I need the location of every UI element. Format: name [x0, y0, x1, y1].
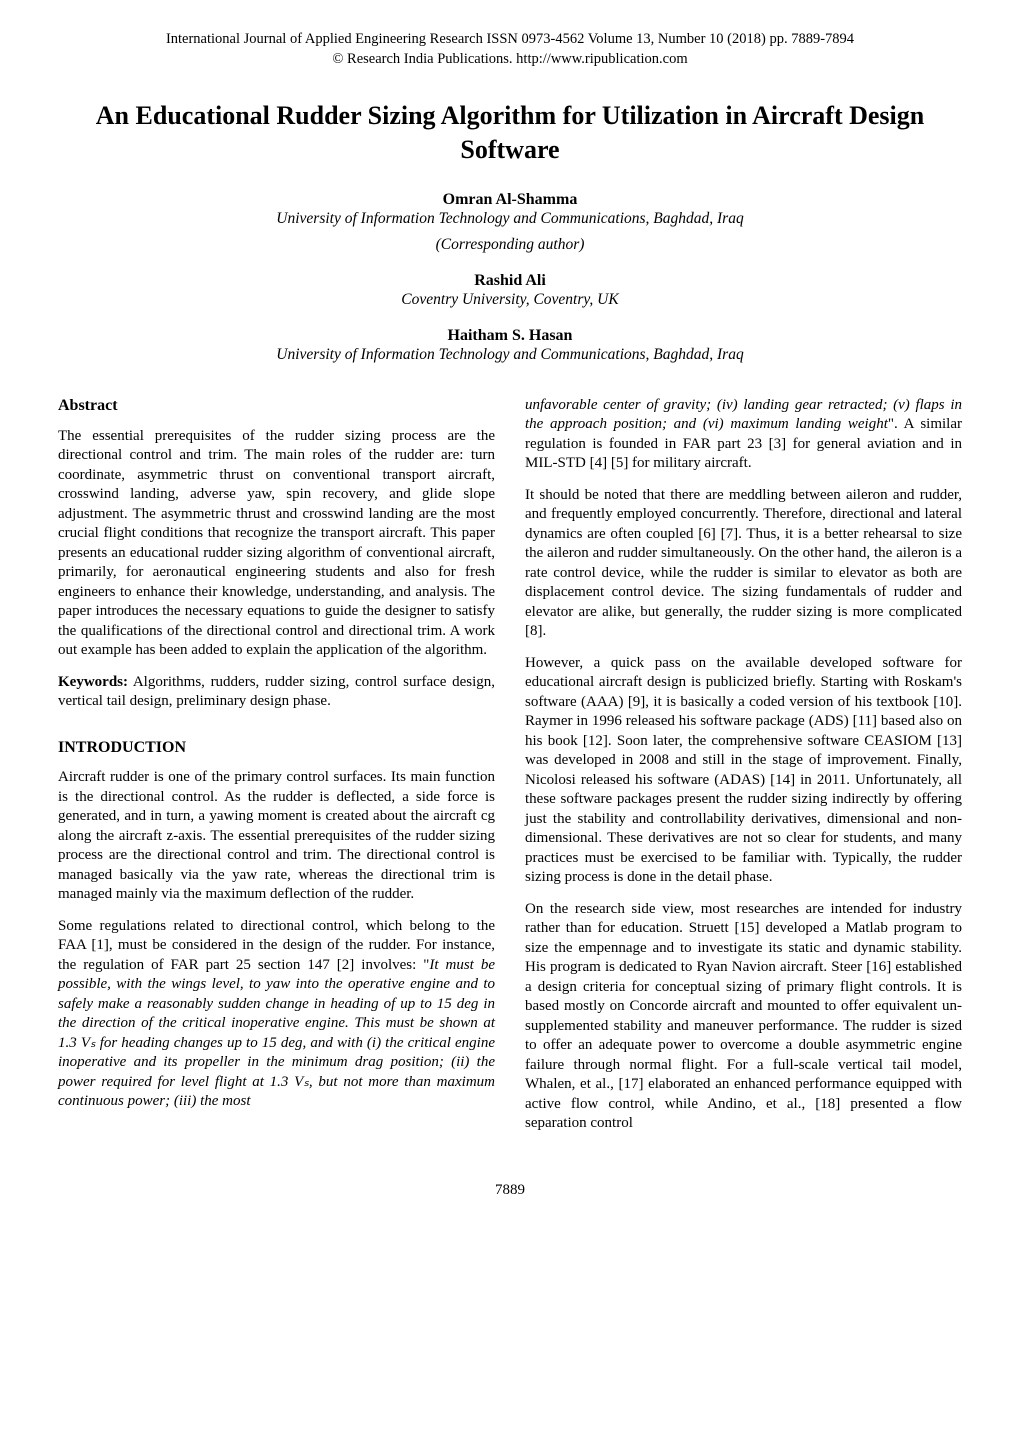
page-number: 7889: [58, 1182, 962, 1199]
right-column: unfavorable center of gravity; (iv) land…: [525, 396, 962, 1146]
intro-p2: Some regulations related to directional …: [58, 917, 495, 1112]
keywords-label: Keywords:: [58, 674, 128, 690]
author3-name: Haitham S. Hasan: [58, 327, 962, 345]
right-p2: It should be noted that there are meddli…: [525, 486, 962, 642]
author1-corresponding: (Corresponding author): [58, 236, 962, 254]
journal-header: International Journal of Applied Enginee…: [58, 30, 962, 69]
author3-affiliation: University of Information Technology and…: [58, 346, 962, 364]
author2-affiliation: Coventry University, Coventry, UK: [58, 291, 962, 309]
journal-line1: International Journal of Applied Enginee…: [58, 30, 962, 50]
intro-p1: Aircraft rudder is one of the primary co…: [58, 768, 495, 905]
paper-title: An Educational Rudder Sizing Algorithm f…: [58, 99, 962, 167]
keywords-line: Keywords: Algorithms, rudders, rudder si…: [58, 673, 495, 712]
author1-name: Omran Al-Shamma: [58, 191, 962, 209]
right-p1: unfavorable center of gravity; (iv) land…: [525, 396, 962, 474]
right-p3: However, a quick pass on the available d…: [525, 654, 962, 888]
page-container: International Journal of Applied Enginee…: [0, 0, 1020, 1239]
author2-name: Rashid Ali: [58, 272, 962, 290]
abstract-heading: Abstract: [58, 396, 495, 417]
author-block-2: Rashid Ali Coventry University, Coventry…: [58, 272, 962, 309]
two-column-body: Abstract The essential prerequisites of …: [58, 396, 962, 1146]
intro-p2-italic: It must be possible, with the wings leve…: [58, 957, 495, 1110]
left-column: Abstract The essential prerequisites of …: [58, 396, 495, 1146]
journal-line2: © Research India Publications. http://ww…: [58, 50, 962, 70]
author1-affiliation: University of Information Technology and…: [58, 210, 962, 228]
right-p4: On the research side view, most research…: [525, 900, 962, 1134]
author-block-1: Omran Al-Shamma University of Informatio…: [58, 191, 962, 254]
author-block-3: Haitham S. Hasan University of Informati…: [58, 327, 962, 364]
abstract-text: The essential prerequisites of the rudde…: [58, 427, 495, 661]
introduction-heading: INTRODUCTION: [58, 738, 495, 759]
